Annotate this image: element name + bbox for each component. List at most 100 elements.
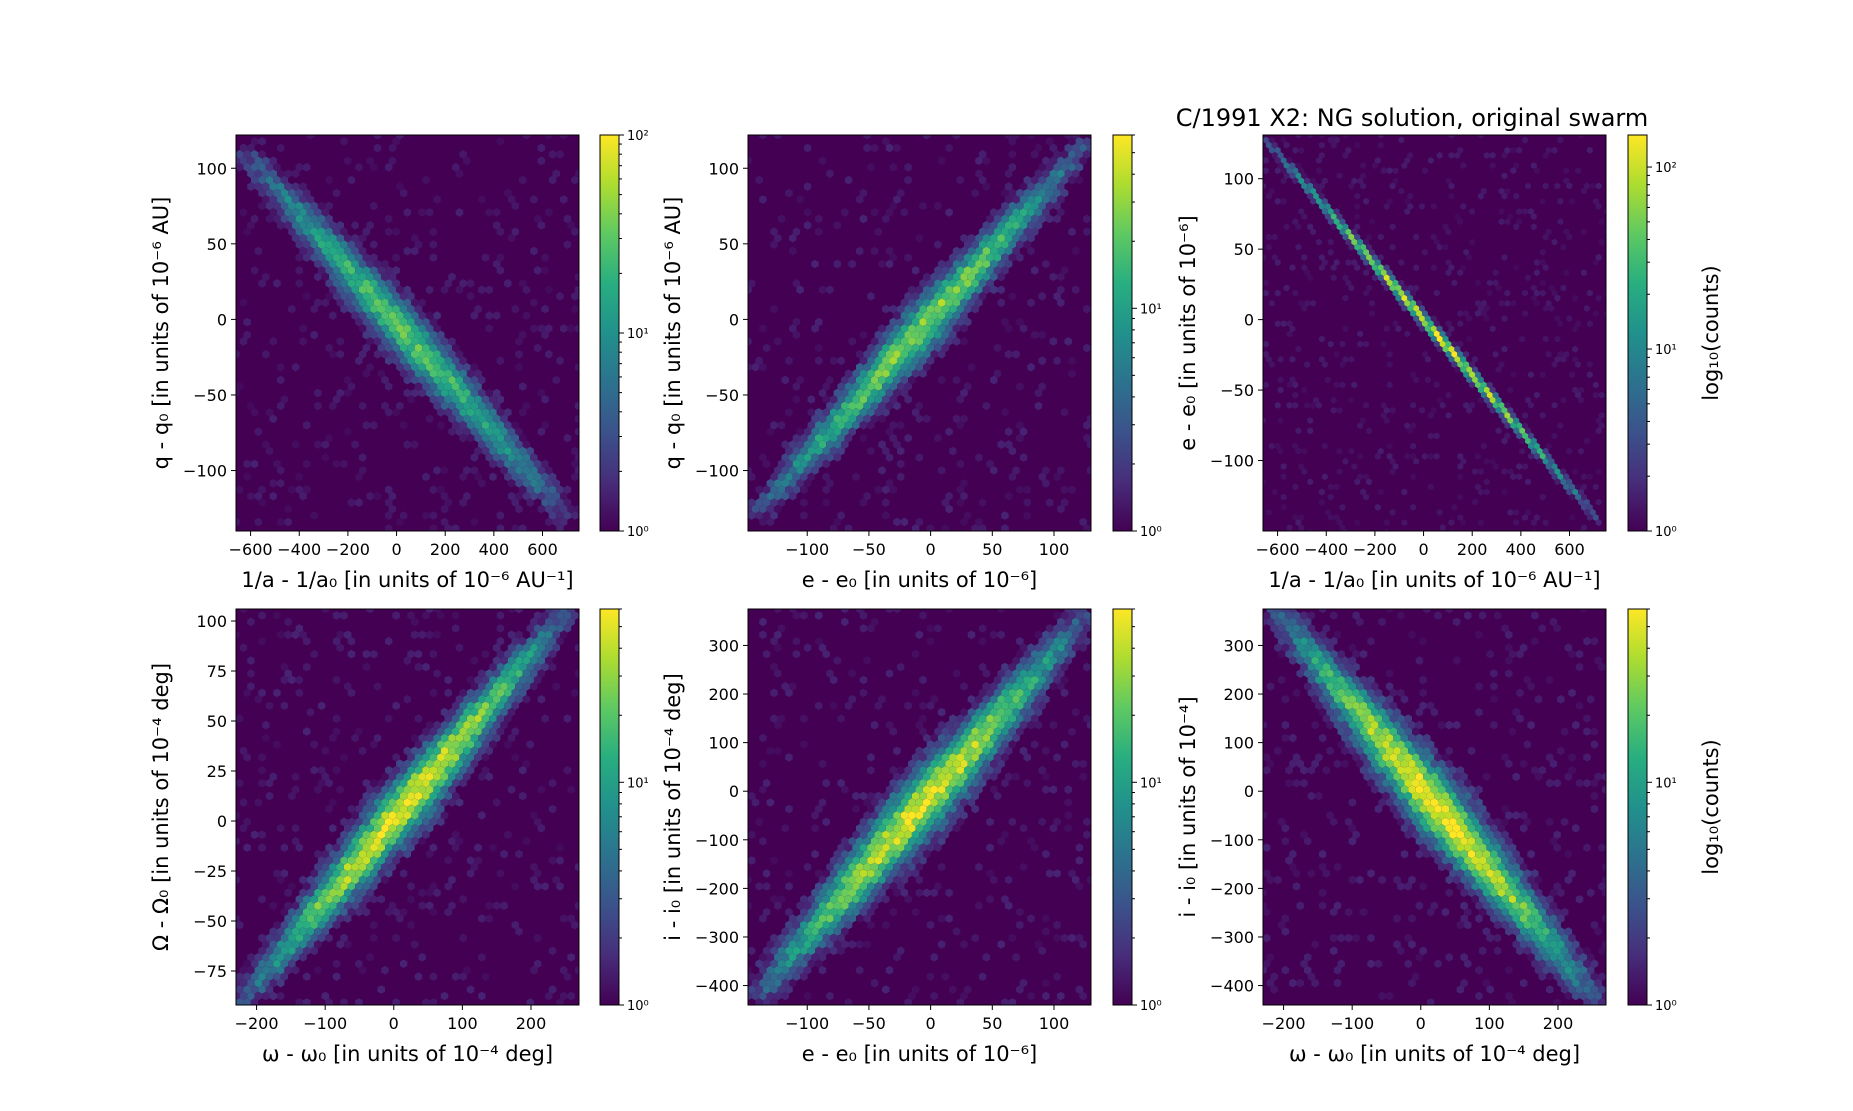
- hexbin-cell: [1363, 248, 1369, 256]
- hexbin-cell: [1495, 284, 1502, 292]
- hexbin-cell: [1442, 223, 1449, 231]
- hexbin-cell: [1271, 141, 1278, 149]
- x-tick-label: 0: [391, 540, 401, 559]
- hexbin-cell: [370, 804, 378, 814]
- hexbin-cell: [239, 156, 248, 166]
- hexbin-cell: [1318, 135, 1325, 139]
- hexbin-cell: [1525, 427, 1531, 435]
- hexbin-cell: [407, 304, 415, 314]
- hexbin-cell: [1371, 274, 1378, 282]
- hexbin-cell: [332, 895, 341, 904]
- hexbin-cell: [844, 524, 853, 531]
- hexbin-cell: [444, 524, 452, 531]
- hexbin-cell: [247, 143, 255, 153]
- hexbin-cell: [358, 272, 367, 282]
- hexbin-cell: [1295, 519, 1302, 526]
- hexbin-cell: [1507, 386, 1514, 394]
- hexbin-cell: [399, 830, 408, 839]
- hexbin-cell: [541, 882, 549, 891]
- y-tick-label: −50: [193, 912, 227, 931]
- hexbin-cell: [952, 772, 961, 781]
- hexbin-cell: [284, 504, 292, 514]
- colorbar-gradient: [1112, 134, 1133, 532]
- hexbin-cell: [911, 304, 920, 314]
- hexbin-cell: [284, 208, 292, 217]
- hexbin-cell: [841, 609, 849, 614]
- hexbin-cell: [1031, 740, 1039, 749]
- hexbin-cell: [960, 259, 968, 269]
- hexbin-cell: [1034, 695, 1043, 704]
- colorbar-tick-label: 10⁰: [1655, 525, 1677, 540]
- hexbin-cell: [504, 472, 512, 482]
- hexbin-cell: [1360, 243, 1367, 251]
- hexbin-cell: [515, 362, 523, 372]
- hexbin-cell: [1053, 920, 1061, 930]
- hexbin-cell: [414, 791, 423, 801]
- hexbin-cell: [444, 343, 452, 353]
- hexbin-cell: [392, 317, 400, 327]
- hexbin-cell: [407, 778, 415, 788]
- hexbin-cell: [885, 609, 894, 614]
- hexbin-cell: [1248, 274, 1254, 281]
- hexbin-cell: [1333, 218, 1340, 226]
- hexbin-cell: [993, 740, 1002, 749]
- hexbin-cell: [1075, 843, 1084, 852]
- hexbin-cell: [358, 401, 367, 411]
- hexbin-cell: [1436, 325, 1443, 333]
- hexbin-cell: [889, 804, 897, 814]
- hexbin-cell: [762, 907, 771, 917]
- hexbin-cell: [1083, 420, 1091, 430]
- hexbin-cell: [336, 849, 344, 859]
- hexbin-cell: [856, 375, 864, 385]
- hexbin-cell: [459, 279, 467, 288]
- hexbin-cell: [492, 401, 501, 411]
- hexbin-cell: [1357, 248, 1364, 256]
- hexbin-cell: [474, 382, 482, 391]
- colorbar-label: log₁₀(counts): [1699, 265, 1723, 400]
- hexbin-cell: [381, 811, 389, 820]
- hexbin-cell: [1012, 707, 1020, 717]
- hexbin-cell: [492, 798, 501, 807]
- hexbin-cell: [496, 408, 505, 417]
- hexbin-cell: [470, 656, 479, 665]
- hexbin-cell: [1316, 167, 1322, 175]
- hexbin-cell: [741, 498, 748, 507]
- hexbin-cell: [407, 317, 415, 327]
- hexbin-cell: [306, 246, 315, 256]
- hexbin-cell: [1098, 779, 1106, 788]
- hexbin-cell: [533, 266, 542, 275]
- hexbin-cell: [1525, 182, 1531, 190]
- hexbin-cell: [541, 662, 549, 672]
- hexbin-cell: [960, 720, 968, 730]
- hexbin-cell: [519, 330, 527, 340]
- hexbin-cell: [254, 978, 263, 988]
- hexbin-cell: [1324, 509, 1331, 516]
- hexbin-cell: [774, 491, 782, 501]
- hexbin-cell: [978, 279, 987, 288]
- hexbin-cell: [774, 720, 782, 730]
- hexbin-cell: [1027, 643, 1035, 652]
- hexbin-cell: [803, 221, 812, 230]
- colorbar-tick-label: 10⁰: [1140, 999, 1162, 1014]
- hexbin-cell: [236, 778, 244, 788]
- hexbin-cell: [459, 701, 467, 710]
- hexbin-cell: [373, 311, 382, 320]
- hexbin-cell: [792, 933, 801, 943]
- hexbin-cell: [377, 291, 385, 301]
- hexbin-cell: [1083, 624, 1091, 633]
- hexbin-cell: [978, 240, 987, 249]
- hexbin-cell: [1436, 509, 1443, 516]
- hexbin-cell: [389, 592, 396, 601]
- hexbin-cell: [949, 740, 957, 749]
- hexbin-cell: [1581, 473, 1587, 481]
- hexbin-cell: [1322, 637, 1330, 646]
- hexbin-cell: [317, 240, 326, 249]
- hexbin-cell: [1595, 182, 1602, 190]
- hexbin-cell: [818, 453, 827, 462]
- hexbin-cell: [1616, 137, 1622, 144]
- hexbin-cell: [990, 695, 998, 704]
- hexbin-cell: [496, 420, 505, 430]
- hexbin-cell: [1292, 177, 1299, 185]
- hexbin-cell: [762, 459, 771, 469]
- hexbin-cell: [1045, 137, 1054, 146]
